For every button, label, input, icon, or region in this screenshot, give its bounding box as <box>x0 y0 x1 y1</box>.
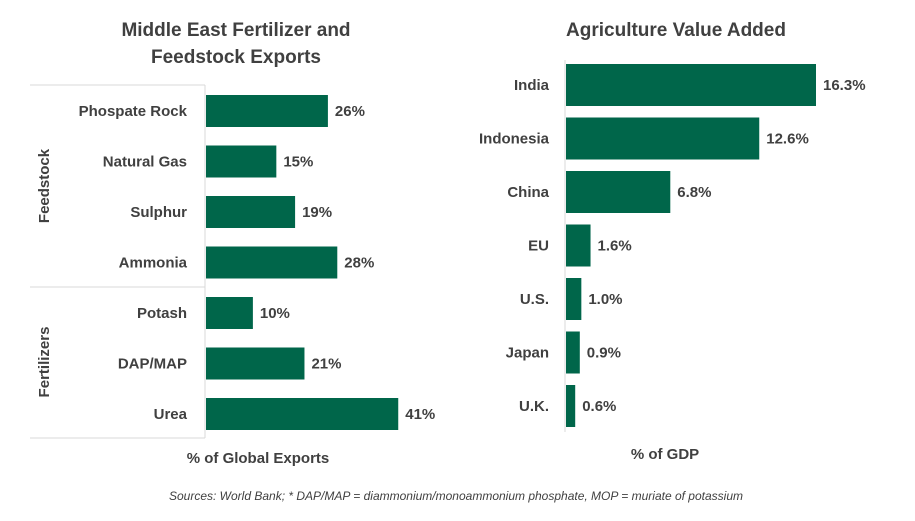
category-label-urea: Urea <box>154 406 188 423</box>
category-label-sulphur: Sulphur <box>130 204 187 221</box>
value-label-dap-map: 21% <box>311 356 341 373</box>
chart-title-line-2: Feedstock Exports <box>151 47 321 68</box>
bar-sulphur <box>206 196 296 228</box>
group-label-feedstock: Feedstock <box>36 148 53 223</box>
source-note: Sources: World Bank; * DAP/MAP = diammon… <box>169 489 743 503</box>
bar-phospate-rock <box>206 95 328 127</box>
category-label-japan: Japan <box>506 345 549 362</box>
bar-china <box>566 171 671 213</box>
category-label-phospate-rock: Phospate Rock <box>79 103 188 120</box>
left-bars: Phospate Rock 26% Natural Gas 15% Sulphur 19%… <box>79 95 435 430</box>
bar-u-k <box>566 385 576 427</box>
x-axis-title: % of GDP <box>631 446 699 463</box>
group-label-fertilizers: Fertilizers <box>36 327 53 398</box>
category-label-natural-gas: Natural Gas <box>103 154 187 171</box>
bar-natural-gas <box>206 145 277 178</box>
bar-japan <box>566 331 580 374</box>
value-label-japan: 0.9% <box>587 345 621 362</box>
category-label-dap-map: DAP/MAP <box>118 356 187 373</box>
value-label-ammonia: 28% <box>344 255 374 272</box>
category-label-indonesia: Indonesia <box>479 131 550 148</box>
bar-indonesia <box>566 117 760 160</box>
value-label-indonesia: 12.6% <box>766 131 809 148</box>
right-bars: India 16.3% Indonesia 12.6% China 6.8% EU 1.6% U… <box>479 64 866 427</box>
chart-title: Agriculture Value Added <box>566 20 786 41</box>
agriculture-value-chart: Agriculture Value Added India 16.3% Indone… <box>479 20 866 463</box>
bar-india <box>566 64 816 106</box>
fertilizer-exports-chart: Middle East Fertilizer and Feedstock Exp… <box>30 20 435 467</box>
category-label-china: China <box>507 184 549 201</box>
bar-ammonia <box>206 246 338 279</box>
bar-eu <box>566 224 591 267</box>
value-label-sulphur: 19% <box>302 204 332 221</box>
category-label-ammonia: Ammonia <box>119 255 188 272</box>
value-label-potash: 10% <box>260 305 290 322</box>
chart-title-line-1: Middle East Fertilizer and <box>121 20 350 41</box>
category-label-u-k: U.K. <box>519 398 549 415</box>
x-axis-title: % of Global Exports <box>187 450 330 467</box>
value-label-china: 6.8% <box>677 184 711 201</box>
bar-dap-map <box>206 347 305 380</box>
value-label-eu: 1.6% <box>598 238 632 255</box>
bar-urea <box>206 398 399 430</box>
value-label-natural-gas: 15% <box>283 154 313 171</box>
value-label-u-s: 1.0% <box>588 291 622 308</box>
value-label-urea: 41% <box>405 406 435 423</box>
category-label-eu: EU <box>528 238 549 255</box>
bar-u-s <box>566 278 582 320</box>
category-label-potash: Potash <box>137 305 187 322</box>
value-label-india: 16.3% <box>823 77 866 94</box>
category-label-u-s: U.S. <box>520 291 549 308</box>
value-label-phospate-rock: 26% <box>335 103 365 120</box>
bar-potash <box>206 297 253 329</box>
category-label-india: India <box>514 77 550 94</box>
value-label-u-k: 0.6% <box>582 398 616 415</box>
